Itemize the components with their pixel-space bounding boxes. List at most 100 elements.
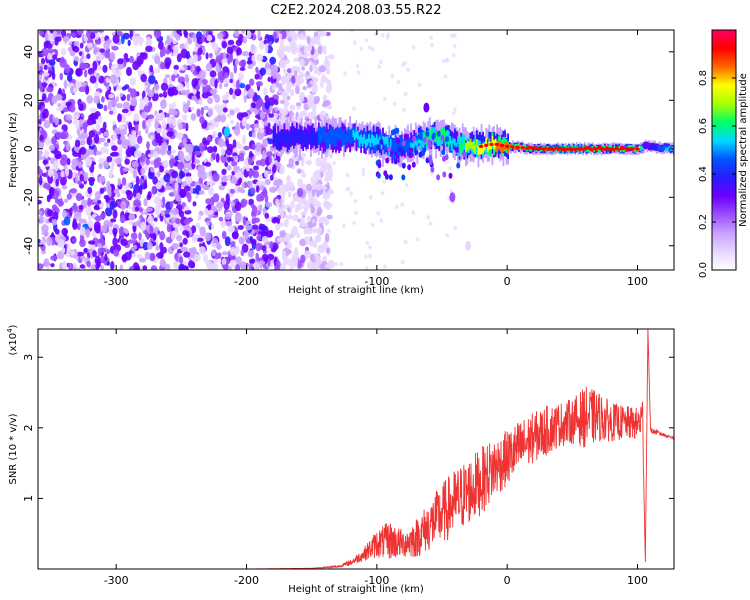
- spectrogram-cell: [83, 124, 88, 134]
- spectrogram-cell: [286, 175, 291, 182]
- spectrogram-cell: [157, 170, 161, 177]
- spectrogram-cell: [333, 131, 336, 147]
- spectrogram-cell: [322, 190, 327, 196]
- spectrogram-cell: [97, 103, 104, 109]
- spectrogram-cell: [156, 199, 162, 208]
- spectrogram-cell: [436, 130, 441, 137]
- spectrogram-cell: [90, 244, 96, 250]
- spectrogram-cell: [247, 64, 253, 70]
- spectrogram-cell: [279, 38, 285, 46]
- spectrogram-cell: [195, 91, 200, 99]
- spectrogram-cell: [61, 185, 68, 190]
- spectrogram-cell: [347, 127, 350, 138]
- spectrogram-cell: [256, 193, 263, 202]
- spectrogram-cell: [122, 101, 130, 111]
- spectrogram-cell: [303, 236, 311, 242]
- spectrogram-cell: [159, 242, 164, 251]
- spectrogram-cell: [400, 259, 405, 265]
- spectrogram-cell: [204, 161, 212, 167]
- spectrogram-cell: [555, 146, 558, 150]
- spectrogram-cell: [368, 45, 372, 50]
- spectrogram-cell: [154, 83, 160, 91]
- spectrogram-cell: [113, 188, 120, 194]
- spectrogram-cell: [349, 191, 353, 196]
- spectrogram-cell: [80, 81, 88, 87]
- spectrogram-cell: [413, 138, 416, 148]
- spectrogram-cell: [218, 82, 223, 90]
- spectrogram-cell: [192, 33, 196, 43]
- spectrogram-cell: [128, 213, 136, 221]
- spectrogram-cell: [139, 102, 145, 110]
- spectrogram-cell: [108, 93, 115, 99]
- spectrogram-cell: [122, 32, 130, 40]
- spectrogram-cell: [360, 134, 362, 144]
- x-tick-label: -100: [364, 275, 389, 288]
- spectrogram-cell: [183, 206, 190, 211]
- spectrogram-cell: [76, 223, 81, 231]
- spectrogram-cell: [166, 34, 171, 44]
- spectrogram-cell: [461, 144, 464, 154]
- spectrogram-cell: [104, 253, 108, 262]
- spectrogram-cell: [374, 138, 376, 145]
- spectrogram-cell: [256, 95, 261, 100]
- spectrogram-cell: [302, 130, 305, 146]
- spectrogram-cell: [352, 130, 355, 138]
- spectrogram-cell: [41, 47, 49, 57]
- spectrogram-cell: [312, 239, 318, 249]
- spectrogram-cell: [43, 182, 49, 189]
- spectrogram-cell: [253, 165, 259, 171]
- spectrogram-cell: [275, 80, 280, 88]
- spectrogram-cell: [308, 125, 311, 142]
- spectrogram-cell: [325, 67, 331, 75]
- spectrogram-cell: [128, 205, 132, 210]
- spectrogram-cell: [230, 119, 234, 125]
- spectrogram-cell: [300, 216, 305, 225]
- spectrogram-cell: [166, 149, 172, 156]
- spectrogram-cell: [38, 101, 45, 106]
- spectrogram-cell: [457, 141, 459, 152]
- spectrogram-cell: [322, 94, 328, 102]
- spectrogram-cell: [38, 210, 43, 216]
- spectrogram-cell: [427, 142, 432, 149]
- spectrogram-cell: [204, 84, 211, 92]
- spectrogram-cell: [312, 107, 316, 113]
- spectrogram-cell: [289, 133, 292, 147]
- spectrogram-cell: [310, 195, 314, 205]
- spectrogram-cell: [102, 64, 108, 73]
- spectrogram-cell: [58, 200, 64, 206]
- spectrogram-cell: [67, 243, 71, 251]
- spectrogram-heatmap: [38, 30, 674, 270]
- spectrogram-cell: [494, 138, 497, 148]
- spectrogram-cell: [125, 147, 133, 158]
- spectrogram-cell: [295, 160, 300, 166]
- spectrogram-cell: [389, 138, 392, 148]
- spectrogram-cell: [255, 185, 260, 193]
- spectrogram-cell: [143, 179, 148, 189]
- spectrogram-cell: [176, 30, 182, 35]
- spectrogram-cell: [282, 68, 287, 74]
- spectrogram-cell: [225, 213, 232, 220]
- spectrogram-cell: [286, 68, 292, 73]
- spectrogram-cell: [173, 231, 179, 236]
- spectrogram-cell: [190, 113, 197, 121]
- spectrogram-cell: [248, 198, 255, 206]
- spectrogram-cell: [41, 111, 46, 119]
- spectrogram-cell: [124, 158, 130, 165]
- spectrogram-cell: [457, 136, 459, 144]
- spectrogram-cell: [323, 31, 328, 36]
- spectrogram-cell: [306, 222, 313, 228]
- spectrogram-cell: [438, 136, 441, 145]
- spectrogram-cell: [182, 114, 188, 121]
- spectrogram-cell: [242, 36, 247, 44]
- spectrogram-cell: [368, 134, 370, 143]
- spectrogram-cell: [78, 103, 84, 111]
- spectrogram-cell: [89, 107, 98, 113]
- spectrogram-cell: [103, 131, 109, 137]
- spectrogram-cell: [500, 144, 503, 154]
- spectrogram-cell: [115, 96, 120, 102]
- spectrogram-cell: [316, 191, 320, 198]
- spectrogram-cell: [112, 131, 117, 140]
- spectrogram-cell: [297, 259, 303, 269]
- spectrogram-cell: [198, 79, 203, 86]
- spectrogram-cell: [310, 206, 316, 214]
